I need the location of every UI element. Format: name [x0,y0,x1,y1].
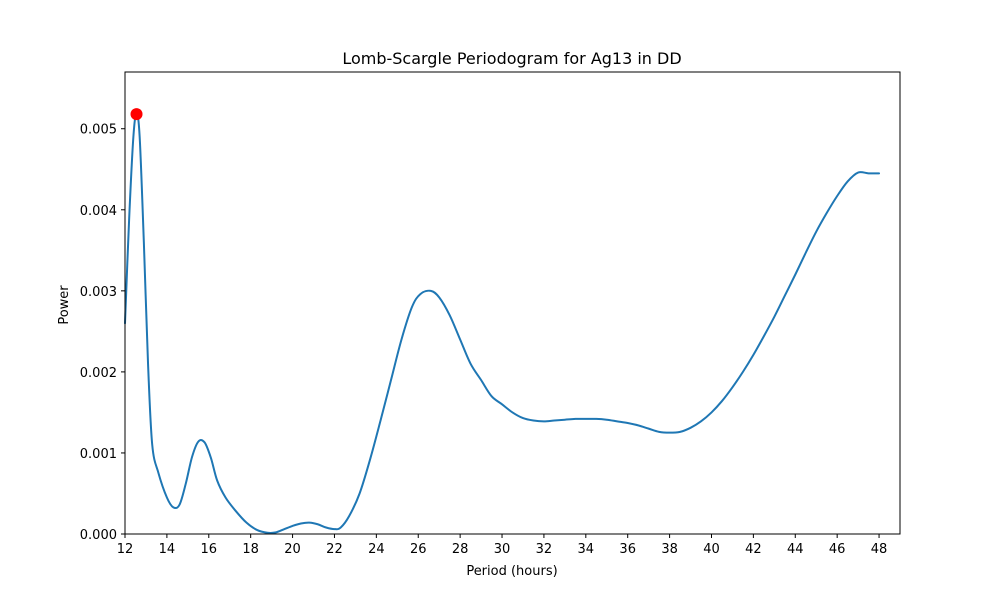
y-tick-label: 0.001 [80,447,117,462]
x-axis-label: Period (hours) [466,564,557,579]
x-tick-label: 18 [242,542,259,557]
x-tick-label: 34 [578,542,595,557]
x-tick-label: 30 [494,542,511,557]
x-tick-label: 20 [284,542,301,557]
x-tick-label: 28 [452,542,469,557]
x-tick-label: 22 [326,542,343,557]
x-tick-label: 32 [536,542,553,557]
y-axis-label: Power [57,285,72,325]
x-tick-label: 40 [703,542,720,557]
x-tick-label: 36 [619,542,636,557]
x-tick-label: 14 [159,542,176,557]
y-axis-ticks: 0.000 0.001 0.002 0.003 0.004 0.005 [80,123,125,543]
y-tick-label: 0.002 [80,366,117,381]
x-axis-ticks: 12 14 16 18 20 22 24 26 28 30 32 34 36 38 40 42 44 46 48 [117,534,888,557]
x-tick-label: 48 [871,542,888,557]
x-tick-label: 24 [368,542,385,557]
y-tick-label: 0.003 [80,285,117,300]
peak-marker [130,108,143,121]
series-line [124,113,881,534]
chart-title: Lomb-Scargle Periodogram for Ag13 in DD [342,49,681,68]
x-tick-label: 46 [829,542,846,557]
x-tick-label: 44 [787,542,804,557]
y-tick-label: 0.005 [80,123,117,138]
plot-area: 12 14 16 18 20 22 24 26 28 30 32 34 36 38 40 42 44 46 48 0… [80,71,901,557]
y-tick-label: 0.004 [80,204,117,219]
x-tick-label: 38 [661,542,678,557]
y-tick-label: 0.000 [80,528,117,543]
x-tick-label: 42 [745,542,762,557]
x-tick-label: 16 [201,542,218,557]
x-tick-label: 12 [117,542,134,557]
x-tick-label: 26 [410,542,427,557]
plot-frame [124,71,901,535]
